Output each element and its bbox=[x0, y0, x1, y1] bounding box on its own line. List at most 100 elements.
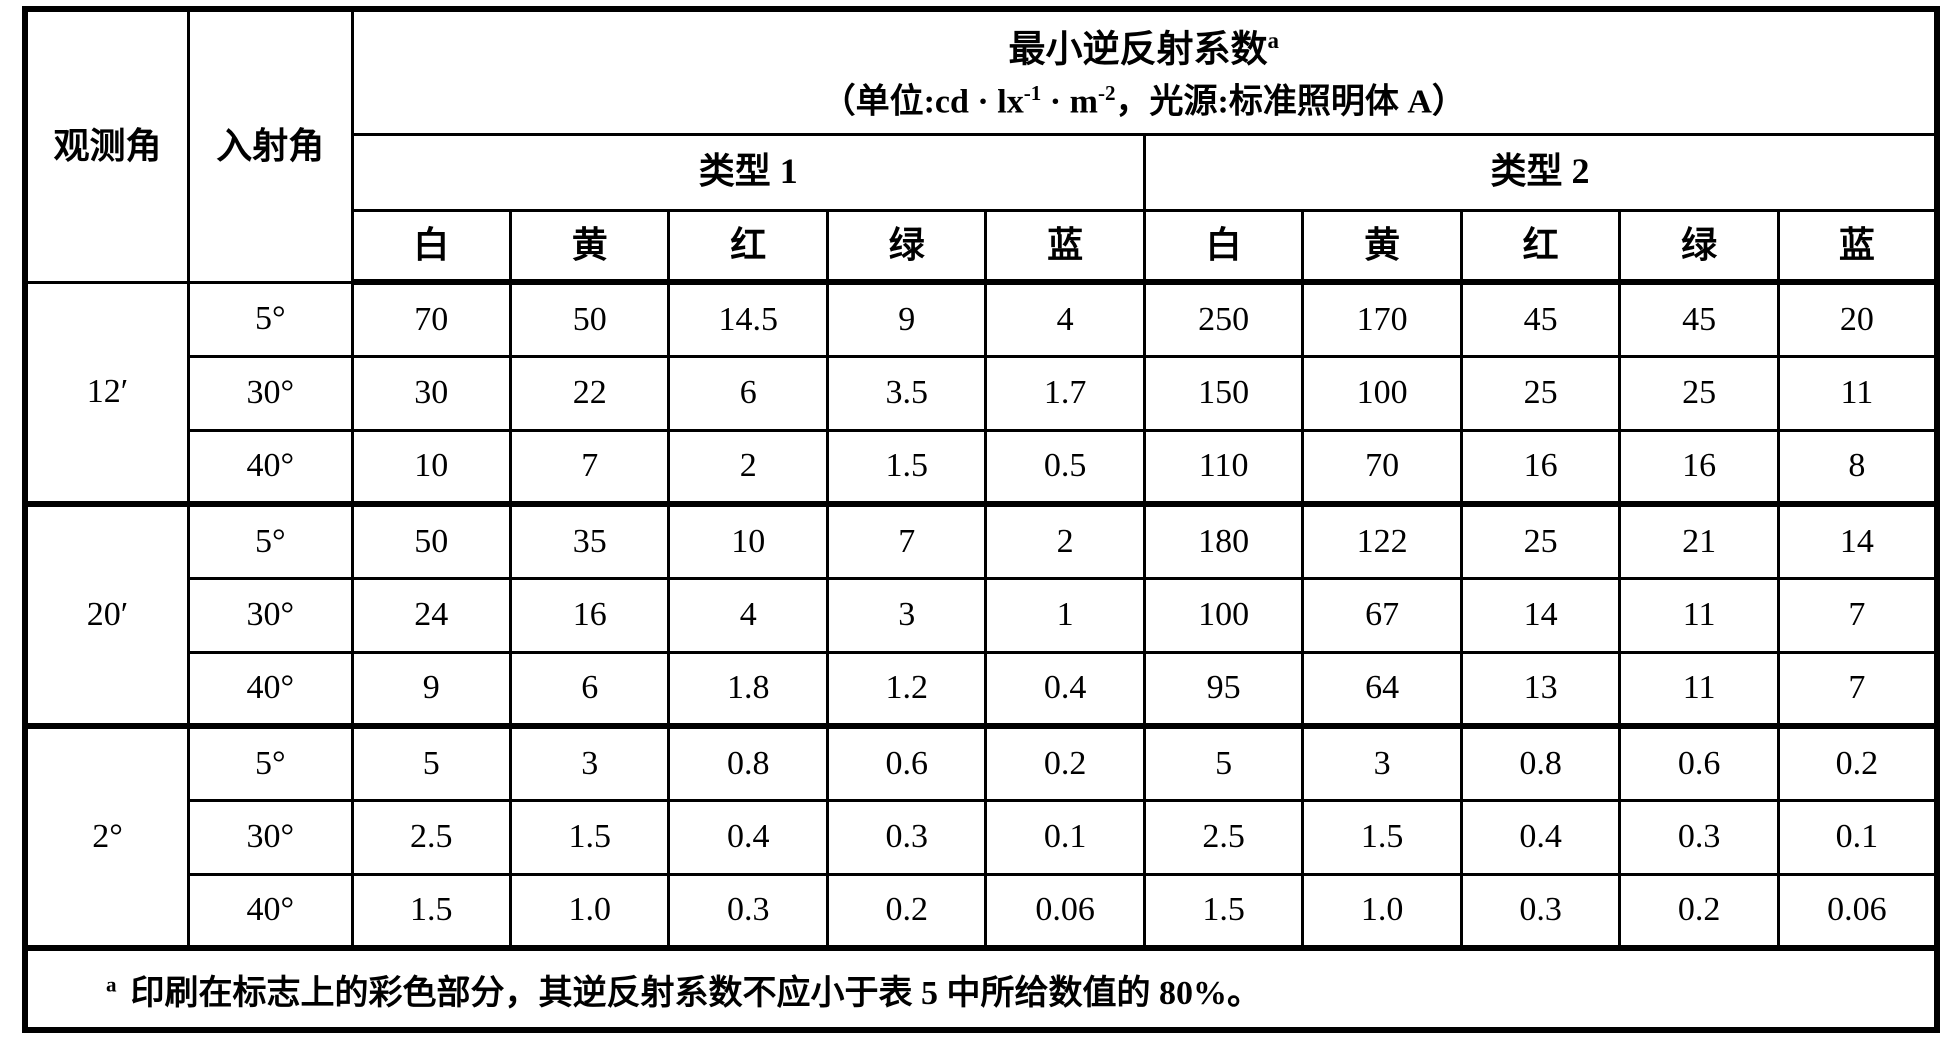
table-row: 40° 10 7 2 1.5 0.5 110 70 16 16 8 bbox=[25, 428, 1939, 506]
value-cell: 3 bbox=[508, 723, 671, 802]
type2-header: 类型 2 bbox=[1142, 132, 1939, 212]
table-row: 30° 24 16 4 3 1 100 67 14 11 7 bbox=[25, 576, 1939, 654]
value-cell: 0.6 bbox=[1618, 723, 1780, 802]
value-cell: 1.0 bbox=[1301, 872, 1463, 950]
table-row: 30° 2.5 1.5 0.4 0.3 0.1 2.5 1.5 0.4 0.3 … bbox=[25, 798, 1939, 876]
color-header-red-t2: 红 bbox=[1459, 208, 1622, 285]
value-cell: 0.3 bbox=[1459, 872, 1622, 950]
value-cell: 25 bbox=[1459, 354, 1622, 432]
value-cell: 7 bbox=[508, 428, 671, 506]
value-cell: 10 bbox=[667, 501, 829, 580]
value-cell: 25 bbox=[1618, 354, 1780, 432]
value-cell: 0.4 bbox=[667, 798, 829, 876]
value-cell: 0.2 bbox=[825, 872, 988, 950]
incidence-angle-value: 30° bbox=[187, 576, 354, 654]
table-title: 最小逆反射系数a bbox=[1008, 28, 1279, 71]
value-cell: 9 bbox=[350, 650, 512, 728]
value-cell: 0.3 bbox=[1618, 798, 1780, 876]
value-cell: 2 bbox=[984, 501, 1146, 580]
value-cell: 1.0 bbox=[508, 872, 671, 950]
table-title-cell: 最小逆反射系数a （单位:cd · lx-1 · m-2，光源:标准照明体 A） bbox=[350, 7, 1939, 136]
color-header-yellow-t2: 黄 bbox=[1301, 208, 1463, 285]
value-cell: 180 bbox=[1142, 501, 1305, 580]
value-cell: 0.06 bbox=[1776, 872, 1939, 950]
value-cell: 9 bbox=[825, 280, 988, 358]
value-cell: 11 bbox=[1618, 576, 1780, 654]
value-cell: 100 bbox=[1301, 354, 1463, 432]
value-cell: 11 bbox=[1618, 650, 1780, 728]
incidence-angle-value: 30° bbox=[187, 798, 354, 876]
observation-angle-value: 2° bbox=[23, 723, 190, 950]
type1-header: 类型 1 bbox=[350, 132, 1146, 212]
value-cell: 0.4 bbox=[984, 650, 1146, 728]
value-cell: 70 bbox=[350, 280, 512, 358]
incidence-angle-value: 5° bbox=[187, 723, 354, 802]
value-cell: 16 bbox=[1459, 428, 1622, 506]
observation-angle-header: 观测角 bbox=[23, 7, 190, 284]
value-cell: 64 bbox=[1301, 650, 1463, 728]
value-cell: 50 bbox=[508, 280, 671, 358]
value-cell: 0.2 bbox=[984, 723, 1146, 802]
value-cell: 1.2 bbox=[825, 650, 988, 728]
value-cell: 0.2 bbox=[1776, 723, 1939, 802]
value-cell: 0.8 bbox=[667, 723, 829, 802]
value-cell: 8 bbox=[1776, 428, 1939, 506]
value-cell: 1.5 bbox=[1142, 872, 1305, 950]
value-cell: 13 bbox=[1459, 650, 1622, 728]
value-cell: 6 bbox=[667, 354, 829, 432]
color-header-blue-t1: 蓝 bbox=[984, 208, 1146, 285]
table-row: 2° 5° 5 3 0.8 0.6 0.2 5 3 0.8 0.6 0.2 bbox=[23, 723, 1939, 950]
footnote-cell: a 印刷在标志上的彩色部分，其逆反射系数不应小于表 5 中所给数值的 80%。 bbox=[23, 945, 1939, 1032]
footnote-marker: a bbox=[106, 972, 117, 997]
color-header-blue-t2: 蓝 bbox=[1776, 208, 1939, 285]
value-cell: 16 bbox=[1618, 428, 1780, 506]
value-cell: 0.06 bbox=[984, 872, 1146, 950]
value-cell: 2.5 bbox=[1142, 798, 1305, 876]
incidence-angle-header: 入射角 bbox=[187, 7, 354, 284]
value-cell: 150 bbox=[1142, 354, 1305, 432]
value-cell: 4 bbox=[984, 280, 1146, 358]
value-cell: 3 bbox=[1301, 723, 1463, 802]
value-cell: 0.4 bbox=[1459, 798, 1622, 876]
incidence-angle-value: 40° bbox=[187, 428, 354, 506]
value-cell: 30 bbox=[350, 354, 512, 432]
value-cell: 21 bbox=[1618, 501, 1780, 580]
observation-angle-value: 20′ bbox=[23, 501, 190, 728]
value-cell: 67 bbox=[1301, 576, 1463, 654]
value-cell: 10 bbox=[350, 428, 512, 506]
value-cell: 70 bbox=[1301, 428, 1463, 506]
value-cell: 2.5 bbox=[350, 798, 512, 876]
value-cell: 1 bbox=[984, 576, 1146, 654]
value-cell: 14 bbox=[1459, 576, 1622, 654]
value-cell: 0.2 bbox=[1618, 872, 1780, 950]
value-cell: 0.1 bbox=[1776, 798, 1939, 876]
value-cell: 1.5 bbox=[350, 872, 512, 950]
incidence-angle-value: 5° bbox=[187, 501, 354, 580]
table-row: 20′ 5° 50 35 10 7 2 180 122 25 21 14 bbox=[23, 501, 1939, 728]
value-cell: 7 bbox=[1776, 576, 1939, 654]
table-unit-line: （单位:cd · lx-1 · m-2，光源:标准照明体 A） bbox=[821, 81, 1466, 121]
value-cell: 1.7 bbox=[984, 354, 1146, 432]
value-cell: 100 bbox=[1142, 576, 1305, 654]
value-cell: 0.3 bbox=[825, 798, 988, 876]
footnote-row: a 印刷在标志上的彩色部分，其逆反射系数不应小于表 5 中所给数值的 80%。 bbox=[23, 945, 1939, 1032]
incidence-angle-value: 40° bbox=[187, 650, 354, 728]
value-cell: 250 bbox=[1142, 280, 1305, 358]
value-cell: 35 bbox=[508, 501, 671, 580]
footnote-text: 印刷在标志上的彩色部分，其逆反射系数不应小于表 5 中所给数值的 80%。 bbox=[130, 974, 1262, 1012]
color-header-green-t1: 绿 bbox=[825, 208, 988, 285]
value-cell: 122 bbox=[1301, 501, 1463, 580]
table-row: 12′ 5° 70 50 14.5 9 4 250 170 45 45 20 bbox=[23, 280, 1939, 506]
value-cell: 45 bbox=[1618, 280, 1780, 358]
value-cell: 5 bbox=[1142, 723, 1305, 802]
table-row: 40° 1.5 1.0 0.3 0.2 0.06 1.5 1.0 0.3 0.2… bbox=[25, 872, 1939, 950]
value-cell: 170 bbox=[1301, 280, 1463, 358]
color-header-green-t2: 绿 bbox=[1618, 208, 1780, 285]
value-cell: 14 bbox=[1776, 501, 1939, 580]
value-cell: 0.1 bbox=[984, 798, 1146, 876]
value-cell: 14.5 bbox=[667, 280, 829, 358]
value-cell: 25 bbox=[1459, 501, 1622, 580]
value-cell: 3 bbox=[825, 576, 988, 654]
incidence-angle-value: 30° bbox=[187, 354, 354, 432]
